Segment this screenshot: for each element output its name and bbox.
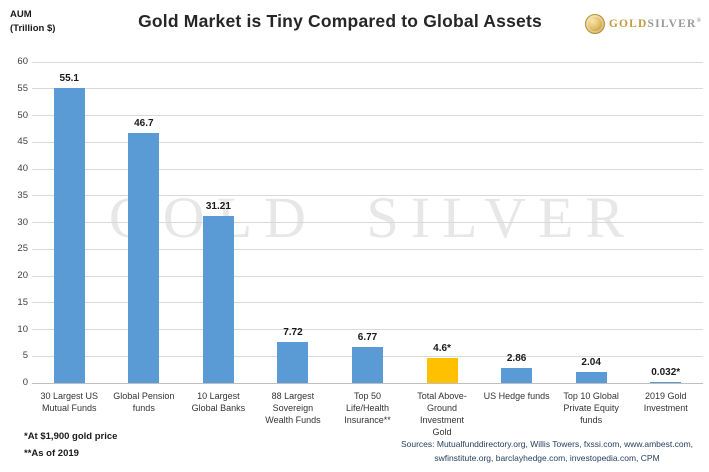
- y-gridline: [32, 248, 703, 250]
- x-category-label-2: 10 Largest Global Banks: [178, 390, 259, 414]
- y-tick-label: 35: [17, 189, 28, 201]
- x-category-label-line: Insurance**: [344, 415, 391, 426]
- y-tick-label: 45: [17, 136, 28, 148]
- y-tick-label: 5: [22, 350, 28, 362]
- x-category-label-line: Life/Health: [345, 403, 389, 414]
- y-axis-unit-line2: (Trillion $): [10, 23, 56, 35]
- y-gridline: [32, 88, 703, 90]
- y-tick-label: 20: [17, 270, 28, 281]
- bar-value-label-1: 46.7: [134, 118, 154, 130]
- y-gridline: [32, 141, 703, 143]
- y-gridline: [32, 115, 703, 116]
- chart-title: Gold Market is Tiny Compared to Global A…: [138, 11, 542, 31]
- x-category-label-line: Ground: [427, 403, 458, 414]
- logo-text-gold: GOLD: [608, 18, 648, 30]
- bar-0: [53, 88, 85, 383]
- bar-value-label-8: 0.032*: [651, 366, 681, 378]
- x-category-label-line: funds: [132, 403, 155, 414]
- bar-value-label-6: 2.86: [506, 352, 527, 364]
- bar-7: [575, 372, 607, 383]
- y-gridline: [32, 195, 703, 197]
- y-axis-unit-line1: AUM: [10, 9, 32, 20]
- bar-8: [650, 381, 682, 383]
- x-category-label-line: 30 Largest US: [40, 391, 99, 401]
- x-category-label-line: US Hedge funds: [483, 391, 550, 401]
- bar-value-label-0: 55.1: [59, 73, 79, 85]
- x-category-label-line: Sovereign: [272, 403, 314, 414]
- y-axis-unit-label: AUM (Trillion $): [10, 8, 55, 37]
- x-category-label-line: Gold: [432, 427, 452, 438]
- bar-value-label-4: 6.77: [357, 331, 378, 343]
- bar-1: [128, 133, 160, 383]
- x-category-label-line: Investment: [643, 403, 688, 414]
- x-category-label-6: US Hedge funds: [476, 390, 557, 402]
- goldsilver-logo: GOLDSILVER®: [584, 14, 701, 34]
- y-gridline: [32, 302, 703, 304]
- y-gridline: [32, 168, 703, 170]
- x-category-label-line: 88 Largest: [271, 391, 315, 401]
- sources-line2: swfinstitute.org, barclayhedge.com, inve…: [434, 452, 660, 463]
- y-tick-label: 30: [17, 216, 28, 228]
- x-category-label-line: Global Pension: [113, 391, 175, 401]
- y-tick-label: 40: [17, 163, 28, 174]
- y-tick-label: 25: [17, 243, 28, 255]
- x-category-label-4: Top 50 Life/Health Insurance**: [327, 390, 408, 426]
- y-gridline: [32, 222, 703, 223]
- y-tick-label: 15: [17, 296, 28, 308]
- bar-2: [202, 216, 234, 383]
- goldsilver-logo-text: GOLDSILVER®: [609, 18, 701, 30]
- x-category-label-line: 10 Largest: [197, 391, 240, 401]
- footnote-as-of: **As of 2019: [24, 447, 79, 459]
- y-gridline: [32, 329, 703, 330]
- plot-area: GOLD SILVER 0 5 10 15 20 25 30 35 40 45 50 55 60 55.1…: [17, 56, 703, 437]
- x-category-label-line: 2019 Gold: [644, 391, 687, 401]
- bar-6: [501, 367, 533, 383]
- x-category-label-line: Wealth Funds: [265, 415, 321, 426]
- bar-value-label-7: 2.04: [581, 357, 601, 369]
- logo-text-silver: SILVER: [647, 18, 697, 30]
- registered-trademark-icon: ®: [696, 18, 701, 25]
- footnote-gold-price: *At $1,900 gold price: [24, 431, 118, 442]
- x-axis-line: [32, 382, 703, 384]
- y-tick-label: 10: [17, 323, 28, 335]
- x-category-label-line: Private Equity: [563, 403, 619, 414]
- y-tick-label: 0: [22, 377, 28, 388]
- footnotes: *At $1,900 gold price **As of 2019: [24, 429, 117, 462]
- y-gridline: [32, 61, 703, 63]
- x-category-label-line: funds: [580, 415, 603, 426]
- x-category-label-line: Global Banks: [191, 403, 246, 414]
- y-tick-label: 50: [17, 109, 28, 121]
- sources-line1: Sources: Mutualfunddirectory.org, Willis…: [400, 439, 694, 449]
- y-gridline: [32, 275, 703, 277]
- y-tick-label: 60: [17, 56, 28, 67]
- x-category-label-line: Top 10 Global: [563, 391, 619, 401]
- bar-4: [352, 346, 383, 383]
- x-category-label-7: Top 10 Global Private Equity funds: [551, 390, 632, 426]
- x-category-label-line: Top 50: [353, 391, 381, 401]
- bar-value-label-2: 31.21: [205, 201, 231, 213]
- gold-coin-icon: [584, 14, 605, 34]
- bar-value-label-3: 7.72: [283, 326, 303, 338]
- x-category-label-1: Global Pension funds: [104, 390, 185, 414]
- x-category-label-line: Investment: [420, 415, 465, 426]
- sources-attribution: Sources: Mutualfunddirectory.org, Willis…: [391, 438, 703, 465]
- x-category-label-5: Total Above- Ground Investment Gold: [402, 390, 483, 439]
- x-category-label-line: Mutual Funds: [42, 403, 97, 414]
- bar-3: [277, 341, 309, 383]
- bar-value-label-5: 4.6*: [433, 343, 451, 355]
- y-tick-label: 55: [17, 82, 28, 94]
- x-category-label-line: Total Above-: [417, 391, 467, 401]
- x-category-label-0: 30 Largest US Mutual Funds: [29, 390, 110, 414]
- x-category-label-8: 2019 Gold Investment: [625, 390, 706, 414]
- x-category-label-3: 88 Largest Sovereign Wealth Funds: [253, 390, 334, 426]
- bar-5: [426, 358, 458, 383]
